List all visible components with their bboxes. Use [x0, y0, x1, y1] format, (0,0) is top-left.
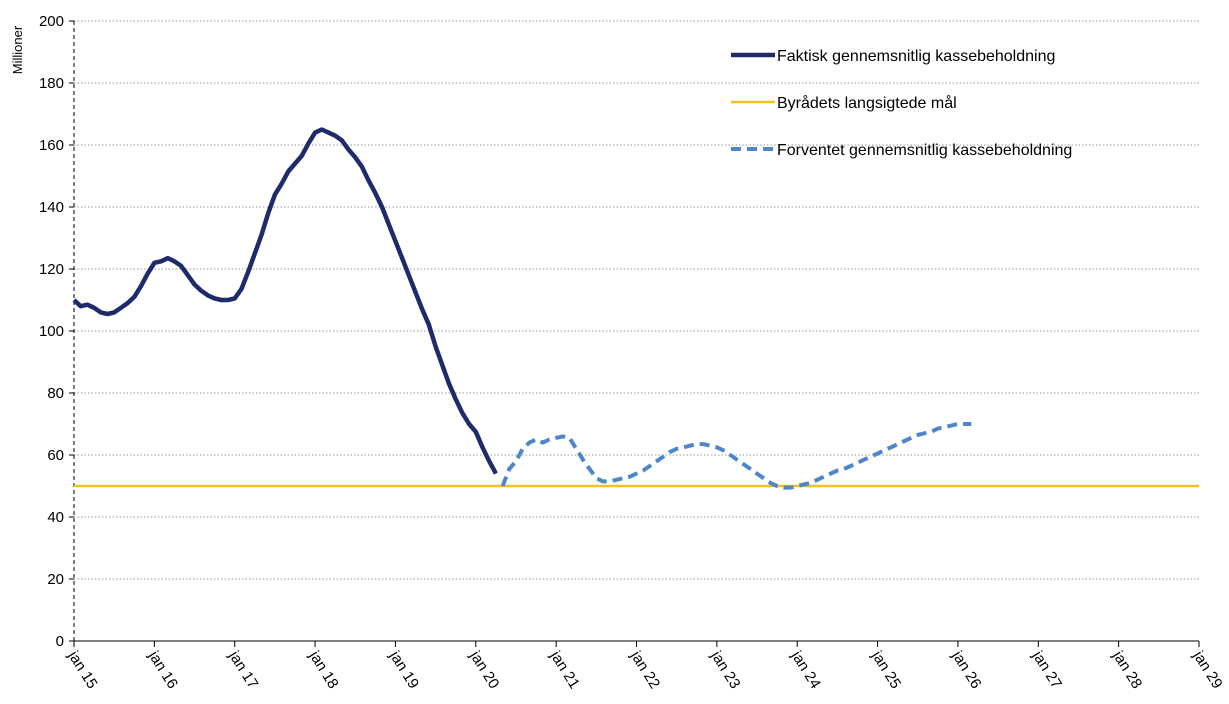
x-tick-label: jan 24 — [787, 647, 824, 692]
y-tick-label: 160 — [39, 137, 64, 154]
series-line-faktisk-gennemsnitlig-kassebeholdning — [72, 127, 498, 475]
legend: Faktisk gennemsnitlig kassebeholdning Byr… — [731, 48, 1072, 159]
x-tick-label: jan 27 — [1028, 647, 1065, 692]
series-line-forventet-gennemsnitlig-kassebeholdning — [500, 422, 972, 490]
y-tick-label: 180 — [39, 75, 64, 92]
x-tick-label: jan 16 — [144, 647, 181, 692]
y-tick-label: 100 — [39, 323, 64, 340]
y-tick-label: 120 — [39, 261, 64, 278]
y-tick-label: 0 — [56, 633, 64, 650]
x-tick-label: jan 25 — [868, 647, 905, 692]
series-lines — [72, 127, 1199, 490]
x-tick-label: jan 20 — [466, 647, 503, 692]
x-tick-label: jan 22 — [627, 647, 664, 692]
x-tick-label: jan 28 — [1109, 647, 1146, 692]
y-tick-label: 20 — [47, 571, 64, 588]
y-tick-label: 140 — [39, 199, 64, 216]
y-tick-label: 200 — [39, 13, 64, 30]
x-tick-label: jan 26 — [948, 647, 985, 692]
grid-lines — [74, 20, 1199, 580]
y-tick-label: 40 — [47, 509, 64, 526]
y-tick-label: 60 — [47, 447, 64, 464]
x-tick-label: jan 15 — [64, 647, 101, 692]
y-tick-label: 80 — [47, 385, 64, 402]
legend-label: Byrådets langsigtede mål — [777, 94, 957, 112]
legend-label: Forventet gennemsnitlig kassebeholdning — [777, 142, 1072, 159]
legend-label: Faktisk gennemsnitlig kassebeholdning — [777, 48, 1055, 65]
x-tick-label: jan 29 — [1189, 647, 1226, 692]
x-tick-label: jan 17 — [225, 647, 262, 692]
x-tick-label: jan 19 — [386, 647, 423, 692]
x-tick-label: jan 23 — [707, 647, 744, 692]
y-axis-title: Millioner — [10, 25, 25, 74]
axes: 0 20 40 60 80 100 120 140 160 180 200 jan 15 jan 16 j… — [39, 13, 1226, 692]
x-tick-label: jan 18 — [305, 647, 342, 692]
x-tick-label: jan 21 — [546, 647, 583, 692]
